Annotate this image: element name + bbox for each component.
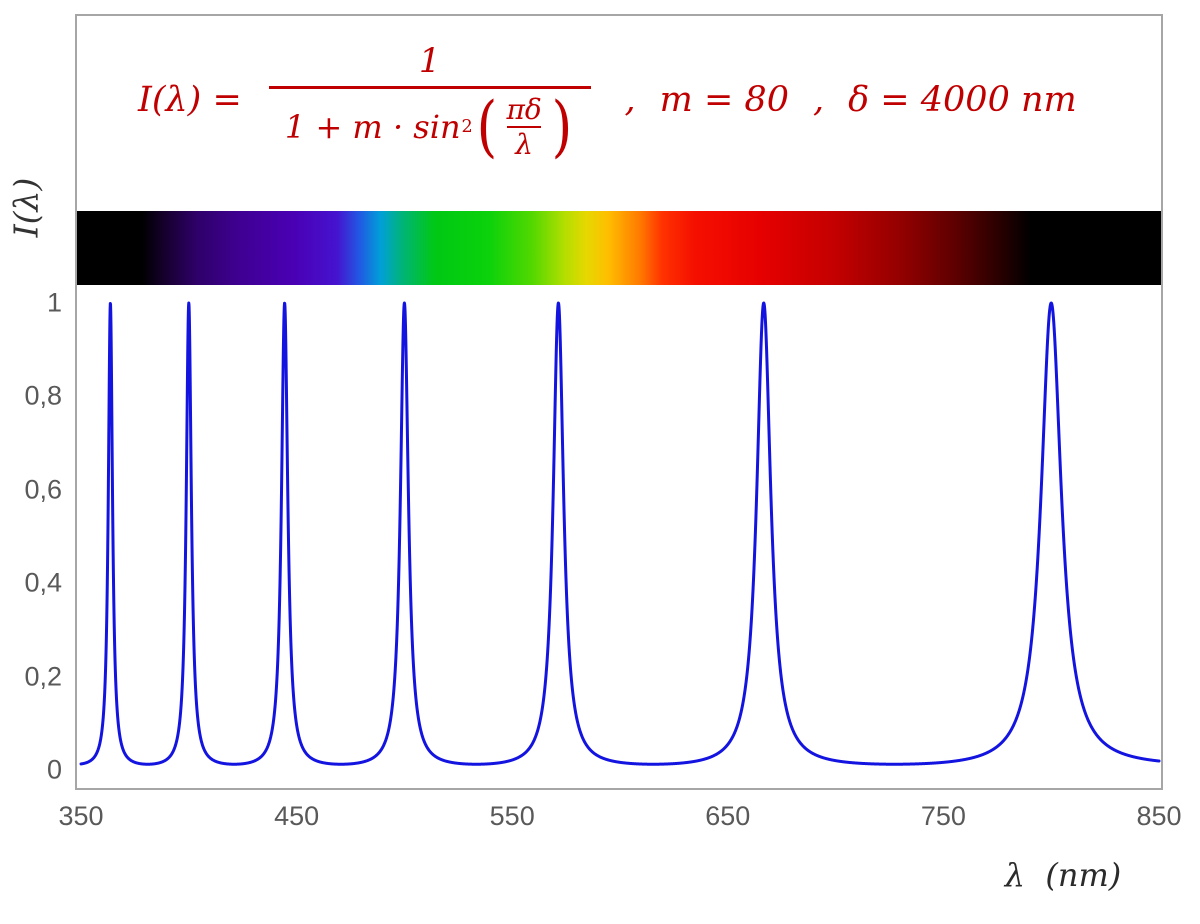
x-axis-label: λ (nm) [1004, 856, 1122, 894]
inner-fraction: πδ λ [502, 92, 547, 160]
formula-delta-equation: δ = 4000 nm [848, 80, 1077, 120]
formula-lhs: I(λ) = [138, 80, 253, 120]
x-tick-label: 550 [489, 801, 535, 831]
x-tick-label: 750 [920, 801, 966, 831]
formula-comma-2: , [812, 80, 825, 120]
y-tick-label: 0,6 [24, 474, 62, 505]
formula-exponent: 2 [461, 117, 473, 137]
formula-annotation: I(λ) = 1 1 + m · sin 2 ( πδ λ ) , m = 80 … [138, 24, 1077, 176]
inner-numerator: πδ [506, 92, 542, 126]
spectrum-bar [77, 211, 1161, 285]
formula-comma-1: , [624, 80, 636, 120]
close-paren: ) [551, 88, 572, 166]
intensity-curve [79, 301, 1161, 766]
formula-numerator: 1 [418, 40, 441, 81]
y-tick-label: 1 [46, 287, 62, 318]
x-tick-label: 450 [274, 801, 320, 831]
x-tick-label: 350 [58, 801, 104, 831]
formula-m-equation: m = 80 [659, 80, 789, 120]
y-axis-label: I(λ) [6, 177, 46, 238]
intensity-curve-plot [79, 301, 1161, 766]
inner-denominator: λ [507, 126, 541, 159]
y-tick-label: 0,4 [24, 567, 62, 598]
y-tick-label: 0,8 [24, 380, 62, 411]
formula-den-prefix: 1 + m · sin [284, 108, 461, 146]
y-tick-label: 0,2 [24, 661, 62, 692]
open-paren: ( [476, 88, 497, 166]
x-tick-label: 850 [1136, 801, 1182, 831]
plot-frame [75, 14, 1163, 790]
y-tick-label: 0 [46, 754, 62, 785]
formula-fraction: 1 1 + m · sin 2 ( πδ λ ) [268, 40, 591, 166]
x-tick-label: 650 [705, 801, 751, 831]
formula-denominator: 1 + m · sin 2 ( πδ λ ) [268, 85, 591, 166]
